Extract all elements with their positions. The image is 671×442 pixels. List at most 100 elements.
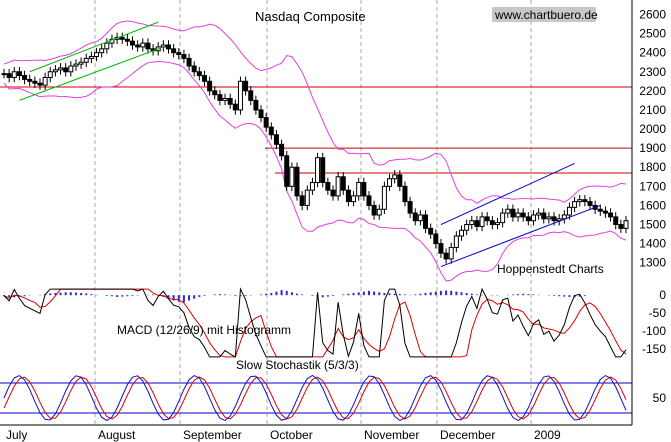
candle-body xyxy=(320,157,326,184)
candle-body xyxy=(263,117,269,128)
candle-body xyxy=(566,206,572,216)
candle-body xyxy=(407,201,413,214)
candle-body xyxy=(412,212,418,222)
candle-body xyxy=(423,214,429,229)
candle-body xyxy=(145,42,151,50)
candle-body xyxy=(37,82,43,86)
candle-body xyxy=(330,189,336,197)
source-box xyxy=(492,7,596,22)
candle-body xyxy=(253,99,259,111)
month-labels: July August September October November Decemb… xyxy=(6,428,561,442)
candle-body xyxy=(525,216,531,222)
candle-body xyxy=(16,71,22,77)
candle-body xyxy=(289,166,295,187)
candle-body xyxy=(140,42,146,48)
candle-body xyxy=(582,199,588,203)
candle-body xyxy=(248,90,254,101)
candle-body xyxy=(47,71,53,78)
candle-body xyxy=(222,97,228,101)
candle-body xyxy=(351,195,357,203)
candle-body xyxy=(494,222,500,226)
candle-body xyxy=(505,208,511,214)
candle-body xyxy=(232,103,238,111)
candle-body xyxy=(536,212,542,216)
candle-body xyxy=(227,97,233,105)
macd-line xyxy=(3,287,627,358)
candle-body xyxy=(58,67,64,71)
candle-body xyxy=(78,61,84,65)
candle-body xyxy=(433,233,439,245)
price-tick-label: 2200 xyxy=(639,84,666,98)
price-tick-label: 1300 xyxy=(639,256,666,270)
macd-tick-label: -50 xyxy=(649,306,667,320)
price-tick-label: 1700 xyxy=(639,179,666,193)
candle-body xyxy=(124,38,130,42)
month-label: 2009 xyxy=(534,428,561,442)
candle-body xyxy=(294,166,300,197)
candle-body xyxy=(361,182,367,197)
candle-body xyxy=(546,216,552,220)
price-tick-label: 2100 xyxy=(639,103,666,117)
candle-body xyxy=(530,214,536,222)
candle-body xyxy=(52,69,58,73)
candle-body xyxy=(315,157,321,184)
stoch-panel xyxy=(0,374,632,422)
candle-body xyxy=(602,210,608,214)
stoch-tick-label: 50 xyxy=(653,391,667,405)
candle-body xyxy=(402,185,408,203)
macd-tick-label: -150 xyxy=(642,342,666,356)
candle-body xyxy=(160,44,166,48)
candle-body xyxy=(520,212,526,218)
candle-body xyxy=(196,71,202,77)
stoch-d-line xyxy=(3,376,627,420)
price-tick-label: 1800 xyxy=(639,160,666,174)
candle-body xyxy=(22,75,28,80)
source-label: www.chartbuero.de xyxy=(494,8,598,22)
candle-body xyxy=(376,208,382,216)
candle-body xyxy=(279,143,285,157)
candle-body xyxy=(27,78,33,82)
macd-ticks: 0 -50 -100 -150 xyxy=(642,288,666,356)
month-label: September xyxy=(183,428,242,442)
candle-body xyxy=(613,216,619,226)
candle-body xyxy=(165,44,171,50)
bollinger-lower xyxy=(3,61,627,282)
price-tick-label: 1500 xyxy=(639,218,666,232)
candle-body xyxy=(335,176,341,197)
candle-body xyxy=(83,57,89,63)
credit-label: Hoppenstedt Charts xyxy=(497,262,604,276)
candle-body xyxy=(597,208,603,212)
candle-body xyxy=(135,44,141,48)
candle-body xyxy=(201,75,207,82)
price-tick-label: 1400 xyxy=(639,237,666,251)
candle-body xyxy=(176,52,182,56)
macd-label: MACD (12/26/9) mit Histogramm xyxy=(117,323,291,337)
candle-body xyxy=(453,235,459,248)
candle-body xyxy=(309,182,315,191)
price-tick-label: 1900 xyxy=(639,141,666,155)
stoch-k-line xyxy=(3,374,627,422)
candle-body xyxy=(345,189,351,203)
macd-panel xyxy=(3,287,627,358)
candle-body xyxy=(551,216,557,222)
trend-channel-blue xyxy=(440,162,575,225)
candle-body xyxy=(11,71,17,78)
candle-body xyxy=(340,176,346,191)
candle-body xyxy=(443,252,449,260)
candle-body xyxy=(212,90,218,96)
candle-body xyxy=(284,155,290,187)
candle-body xyxy=(63,67,69,73)
price-tick-label: 2000 xyxy=(639,122,666,136)
candle-body xyxy=(397,174,403,187)
candle-body xyxy=(299,195,305,206)
candle-body xyxy=(459,229,465,237)
candle-body xyxy=(464,224,470,231)
candle-body xyxy=(541,212,547,220)
candle-body xyxy=(304,189,310,206)
macd-tick-label: -100 xyxy=(642,324,666,338)
candle-body xyxy=(366,195,372,206)
trend-channel-blue xyxy=(440,204,601,268)
candle-body xyxy=(484,216,490,222)
price-panel xyxy=(0,20,632,282)
